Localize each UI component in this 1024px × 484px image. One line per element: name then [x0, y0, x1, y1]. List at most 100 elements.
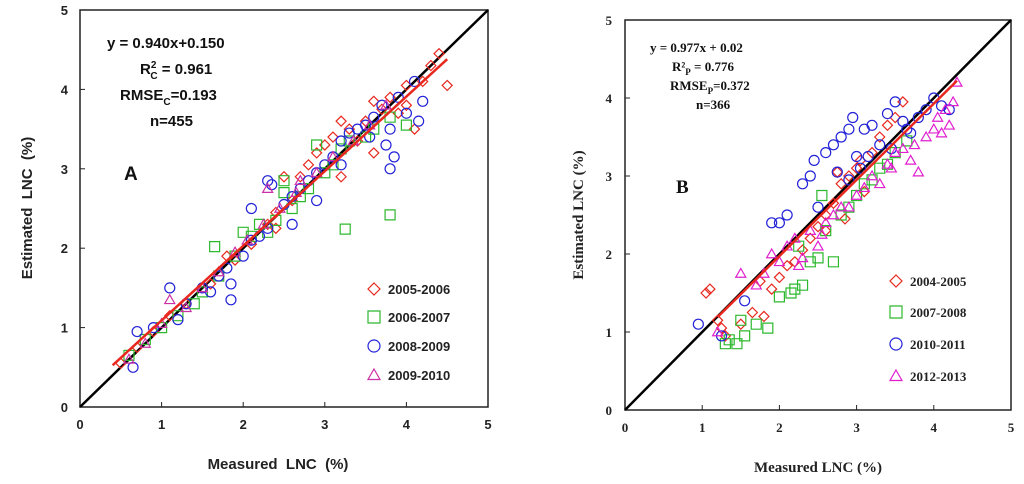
- n-a: n=455: [150, 113, 193, 130]
- r2-sub-a: C: [150, 71, 157, 82]
- point-b-2-29: [831, 166, 843, 178]
- point-b-3-21: [896, 142, 909, 154]
- x-axis-label-a: Measured LNC (%): [208, 456, 349, 473]
- rmse-a: RMSEC=0.193: [120, 87, 217, 108]
- point-a-0-21: [367, 95, 380, 108]
- panel-label-b: B: [676, 177, 689, 198]
- point-a-0-22: [376, 103, 388, 116]
- panel-a: 0 1 2 3 4 5 0 1 2 3 4 5 Measured LNC (%)…: [19, 3, 492, 473]
- y-axis-label-a: Estimated LNC (%): [19, 137, 36, 280]
- point-a-2-11: [237, 250, 249, 262]
- point-a-0-13: [302, 158, 315, 171]
- point-b-2-8: [808, 154, 820, 166]
- point-b-2-3: [766, 217, 778, 229]
- point-b-0-4: [734, 318, 747, 331]
- point-b-3-25: [927, 122, 940, 134]
- point-a-0-12: [294, 170, 307, 183]
- point-b-0-0: [700, 287, 712, 299]
- point-b-3-35: [908, 138, 921, 150]
- point-b-2-1: [715, 330, 728, 342]
- point-b-0-23: [881, 119, 894, 132]
- point-b-2-14: [850, 150, 863, 163]
- point-b-3-9: [804, 224, 817, 235]
- y-tick-a-5: 5: [61, 3, 68, 18]
- point-b-3-0: [711, 325, 724, 337]
- legend-marker-a-3: [366, 367, 382, 381]
- point-b-2-7: [804, 170, 816, 182]
- point-b-0-11: [796, 244, 809, 256]
- legend-label-a-0: 2005-2006: [388, 282, 450, 297]
- point-b-3-24: [920, 130, 933, 142]
- y-tick-a-4: 4: [61, 82, 69, 97]
- legend-label-b-1: 2007-2008: [910, 305, 967, 320]
- point-a-2-29: [376, 99, 388, 111]
- regression-line-b: [716, 79, 958, 318]
- legend-label-b-0: 2004-2005: [910, 274, 967, 289]
- point-a-3-13: [326, 150, 339, 162]
- point-b-3-13: [835, 200, 848, 212]
- legend-marker-b-2: [889, 337, 903, 351]
- point-b-0-15: [827, 197, 840, 210]
- legend-marker-a-1: [367, 310, 381, 324]
- point-a-3-12: [310, 166, 323, 178]
- point-b-3-16: [858, 181, 871, 193]
- point-b-3-33: [815, 228, 828, 239]
- point-b-2-19: [881, 108, 894, 120]
- n-b: n=366: [696, 97, 731, 112]
- point-a-1-27: [339, 223, 351, 235]
- equation-a: y = 0.940x+0.150: [107, 35, 225, 52]
- panel-b: 0 1 2 3 4 5 0 1 2 3 4 5 Measured LNC (%)…: [571, 13, 1015, 476]
- point-b-1-9: [789, 283, 801, 295]
- point-b-1-4: [739, 330, 751, 342]
- point-a-2-32: [388, 151, 400, 163]
- equation-b: y = 0.977x + 0.02: [650, 40, 743, 55]
- y-tick-b-5: 5: [606, 13, 613, 28]
- point-b-3-26: [931, 111, 944, 122]
- point-b-3-32: [792, 259, 805, 271]
- y-tick-a-2: 2: [61, 241, 68, 256]
- point-a-2-15: [266, 179, 278, 191]
- point-a-1-21: [343, 135, 355, 147]
- point-b-2-10: [827, 139, 840, 151]
- point-a-1-24: [384, 111, 396, 123]
- r2-value-a: = 0.961: [158, 61, 213, 78]
- point-b-3-1: [734, 267, 747, 278]
- point-b-0-8: [773, 271, 786, 284]
- point-b-0-19: [850, 162, 863, 175]
- point-a-3-1: [139, 337, 152, 348]
- point-b-0-2: [711, 314, 724, 327]
- point-a-1-13: [278, 175, 290, 187]
- point-b-1-23: [901, 135, 913, 147]
- rmse-label-b: RMSE: [670, 78, 708, 93]
- x-tick-a-5: 5: [484, 417, 491, 432]
- x-tick-b-0: 0: [622, 420, 629, 435]
- point-a-1-14: [286, 202, 298, 215]
- point-b-0-22: [873, 131, 886, 143]
- point-b-3-34: [885, 161, 898, 173]
- r2-sup-a: 2: [151, 60, 157, 71]
- point-a-0-28: [425, 59, 437, 72]
- point-b-3-30: [947, 95, 960, 107]
- point-a-0-16: [327, 131, 339, 143]
- point-b-1-10: [796, 279, 809, 291]
- r2-a: R2 C = 0.961: [140, 60, 212, 82]
- point-b-1-7: [773, 291, 785, 303]
- point-b-0-29: [839, 213, 851, 225]
- point-a-2-42: [245, 202, 257, 215]
- point-a-1-29: [278, 187, 290, 199]
- point-a-2-37: [413, 115, 425, 127]
- point-a-1-17: [311, 139, 323, 151]
- x-tick-a-2: 2: [240, 417, 247, 432]
- rmse-sub-b: P: [708, 86, 714, 96]
- point-b-1-1: [723, 334, 735, 346]
- point-b-3-10: [811, 239, 825, 251]
- point-b-3-15: [850, 189, 863, 200]
- point-b-3-29: [943, 119, 956, 130]
- point-b-1-20: [874, 162, 886, 174]
- point-b-2-0: [692, 318, 704, 330]
- point-b-0-18: [843, 170, 855, 182]
- regression-line-a: [111, 58, 449, 367]
- y-tick-b-0: 0: [606, 403, 613, 418]
- legend-label-a-3: 2009-2010: [388, 368, 450, 383]
- y-tick-a-1: 1: [61, 321, 68, 336]
